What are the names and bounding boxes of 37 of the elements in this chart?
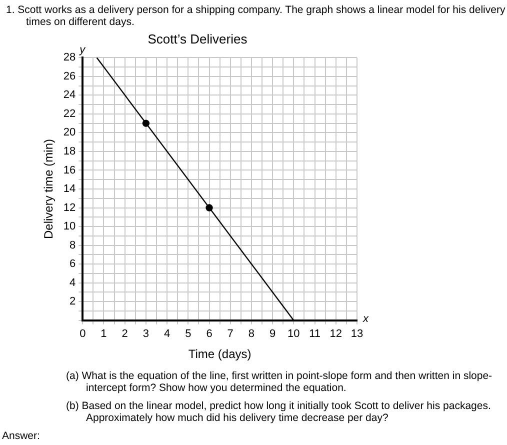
y-tick-label: 14 bbox=[63, 183, 76, 196]
y-tick-label: 16 bbox=[63, 164, 76, 176]
x-tick-label: 8 bbox=[248, 328, 255, 340]
y-tick-label: 12 bbox=[63, 202, 76, 214]
x-tick-label: 10 bbox=[288, 328, 300, 340]
x-tick-label: 3 bbox=[142, 328, 150, 340]
text: Answer: bbox=[2, 430, 40, 442]
y-tick-label: 20 bbox=[63, 126, 76, 139]
x-tick-label: 1 bbox=[100, 328, 107, 340]
y-tick-label: 10 bbox=[63, 220, 76, 233]
x-tick-label: 6 bbox=[206, 328, 212, 340]
x-tick-label: 7 bbox=[227, 328, 234, 340]
y-tick-label: 8 bbox=[70, 239, 76, 252]
y-tick-label: 28 bbox=[63, 52, 76, 64]
x-tick-label: 12 bbox=[330, 328, 342, 340]
y-tick-label: 4 bbox=[70, 276, 76, 289]
text: (a) What is the equation of the line, first written in point-slope form and then written in slope-intercept form? Show how you determined the equation. bbox=[66, 370, 494, 394]
x-tick-label: 5 bbox=[185, 328, 192, 340]
text: y bbox=[80, 44, 86, 56]
x-tick-label: 4 bbox=[164, 328, 170, 340]
x-tick-label: 2 bbox=[122, 328, 128, 340]
x-axis-title: Time (days) bbox=[188, 347, 252, 362]
y-tick-label: 6 bbox=[70, 258, 76, 270]
text: (b) Based on the linear model, predict how long it initially took Scott to deliver his packages. Approximately how much did his delivery time decrease per day? bbox=[66, 400, 492, 424]
y-tick-label: 24 bbox=[63, 89, 76, 102]
x-tick-label: 9 bbox=[270, 328, 276, 340]
x-tick-label: 11 bbox=[309, 328, 320, 340]
y-tick-label: 18 bbox=[63, 145, 76, 158]
x-tick-label: 13 bbox=[350, 328, 364, 340]
text: 1. Scott works as a delivery person for a shipping company. The graph shows a linear model for his delivery times on different days. bbox=[6, 4, 506, 28]
y-tick-label: 26 bbox=[63, 70, 76, 82]
x-tick-label: 0 bbox=[80, 328, 86, 340]
y-tick-label: 22 bbox=[63, 108, 76, 120]
y-tick-label: 2 bbox=[70, 296, 76, 308]
text: x bbox=[363, 313, 368, 326]
chart-title: Scott’s Deliveries bbox=[148, 31, 248, 46]
y-axis-title: Delivery time (min) bbox=[42, 138, 56, 240]
